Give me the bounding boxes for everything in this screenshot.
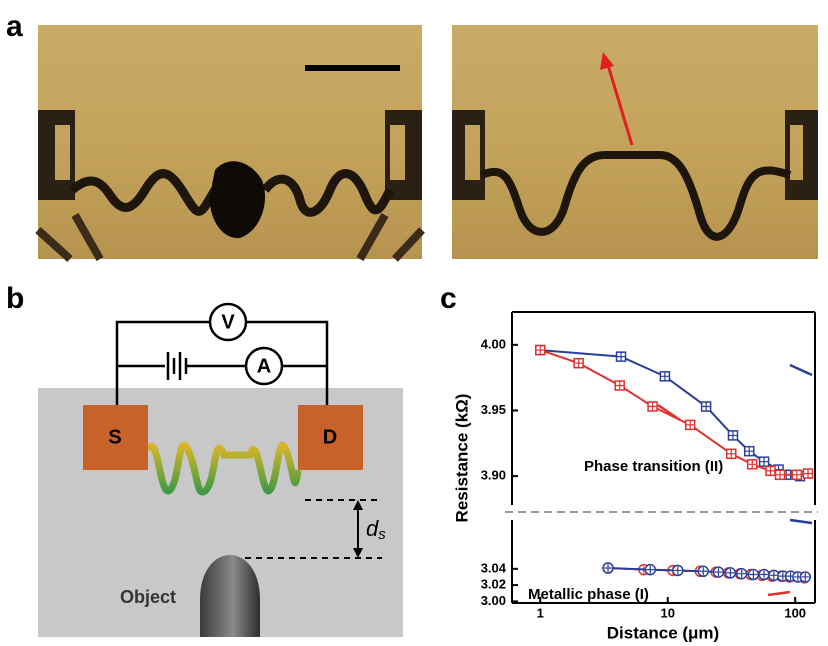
schematic: V A S D ds Object	[38, 304, 403, 637]
y-tick-label: 3.02	[481, 577, 506, 592]
marker	[617, 352, 626, 361]
panel-label: b	[6, 282, 24, 315]
marker	[645, 565, 655, 575]
source-label: S	[108, 426, 121, 448]
marker	[800, 572, 810, 582]
marker	[727, 449, 736, 458]
marker	[748, 460, 757, 469]
annotation: Metallic phase (I)	[528, 586, 649, 603]
marker	[713, 567, 723, 577]
annotation: Phase transition (II)	[584, 458, 723, 475]
marker	[660, 372, 669, 381]
drain-label: D	[323, 426, 337, 448]
x-tick-label: 1	[537, 605, 544, 620]
x-tick-label: 100	[784, 605, 806, 620]
marker	[686, 420, 695, 429]
marker	[792, 470, 801, 479]
marker	[759, 570, 769, 580]
marker	[776, 470, 785, 479]
y-tick-label: 3.04	[481, 560, 507, 575]
voltmeter-label: V	[221, 311, 235, 333]
distance-subscript: s	[378, 526, 386, 543]
marker	[728, 431, 737, 440]
marker	[603, 563, 613, 573]
marker	[698, 566, 708, 576]
ammeter-label: A	[257, 355, 271, 377]
marker	[574, 359, 583, 368]
marker	[615, 381, 624, 390]
marker	[673, 565, 683, 575]
marker	[648, 402, 657, 411]
series-line	[540, 350, 808, 475]
photo-right	[452, 25, 818, 259]
marker	[745, 447, 754, 456]
x-axis-label: Distance (μm)	[607, 623, 719, 642]
distance-symbol: d	[366, 516, 379, 541]
panel-label: c	[440, 282, 457, 315]
marker	[536, 346, 545, 355]
photo-left	[38, 25, 422, 259]
marker	[748, 570, 758, 580]
panel-label: a	[6, 10, 23, 43]
y-tick-label: 3.90	[481, 468, 506, 483]
y-tick-label: 4.00	[481, 336, 506, 351]
marker	[766, 466, 775, 475]
marker	[737, 569, 747, 579]
marker	[702, 402, 711, 411]
figure: a b c V A S D	[0, 0, 828, 646]
marker	[725, 568, 735, 578]
y-axis-label: Resistance (kΩ)	[452, 394, 471, 523]
y-tick-label: 3.00	[481, 593, 506, 608]
object-label: Object	[120, 587, 176, 607]
x-tick-label: 10	[661, 605, 675, 620]
marker	[760, 457, 769, 466]
y-tick-label: 3.95	[481, 402, 506, 417]
marker	[803, 469, 812, 478]
